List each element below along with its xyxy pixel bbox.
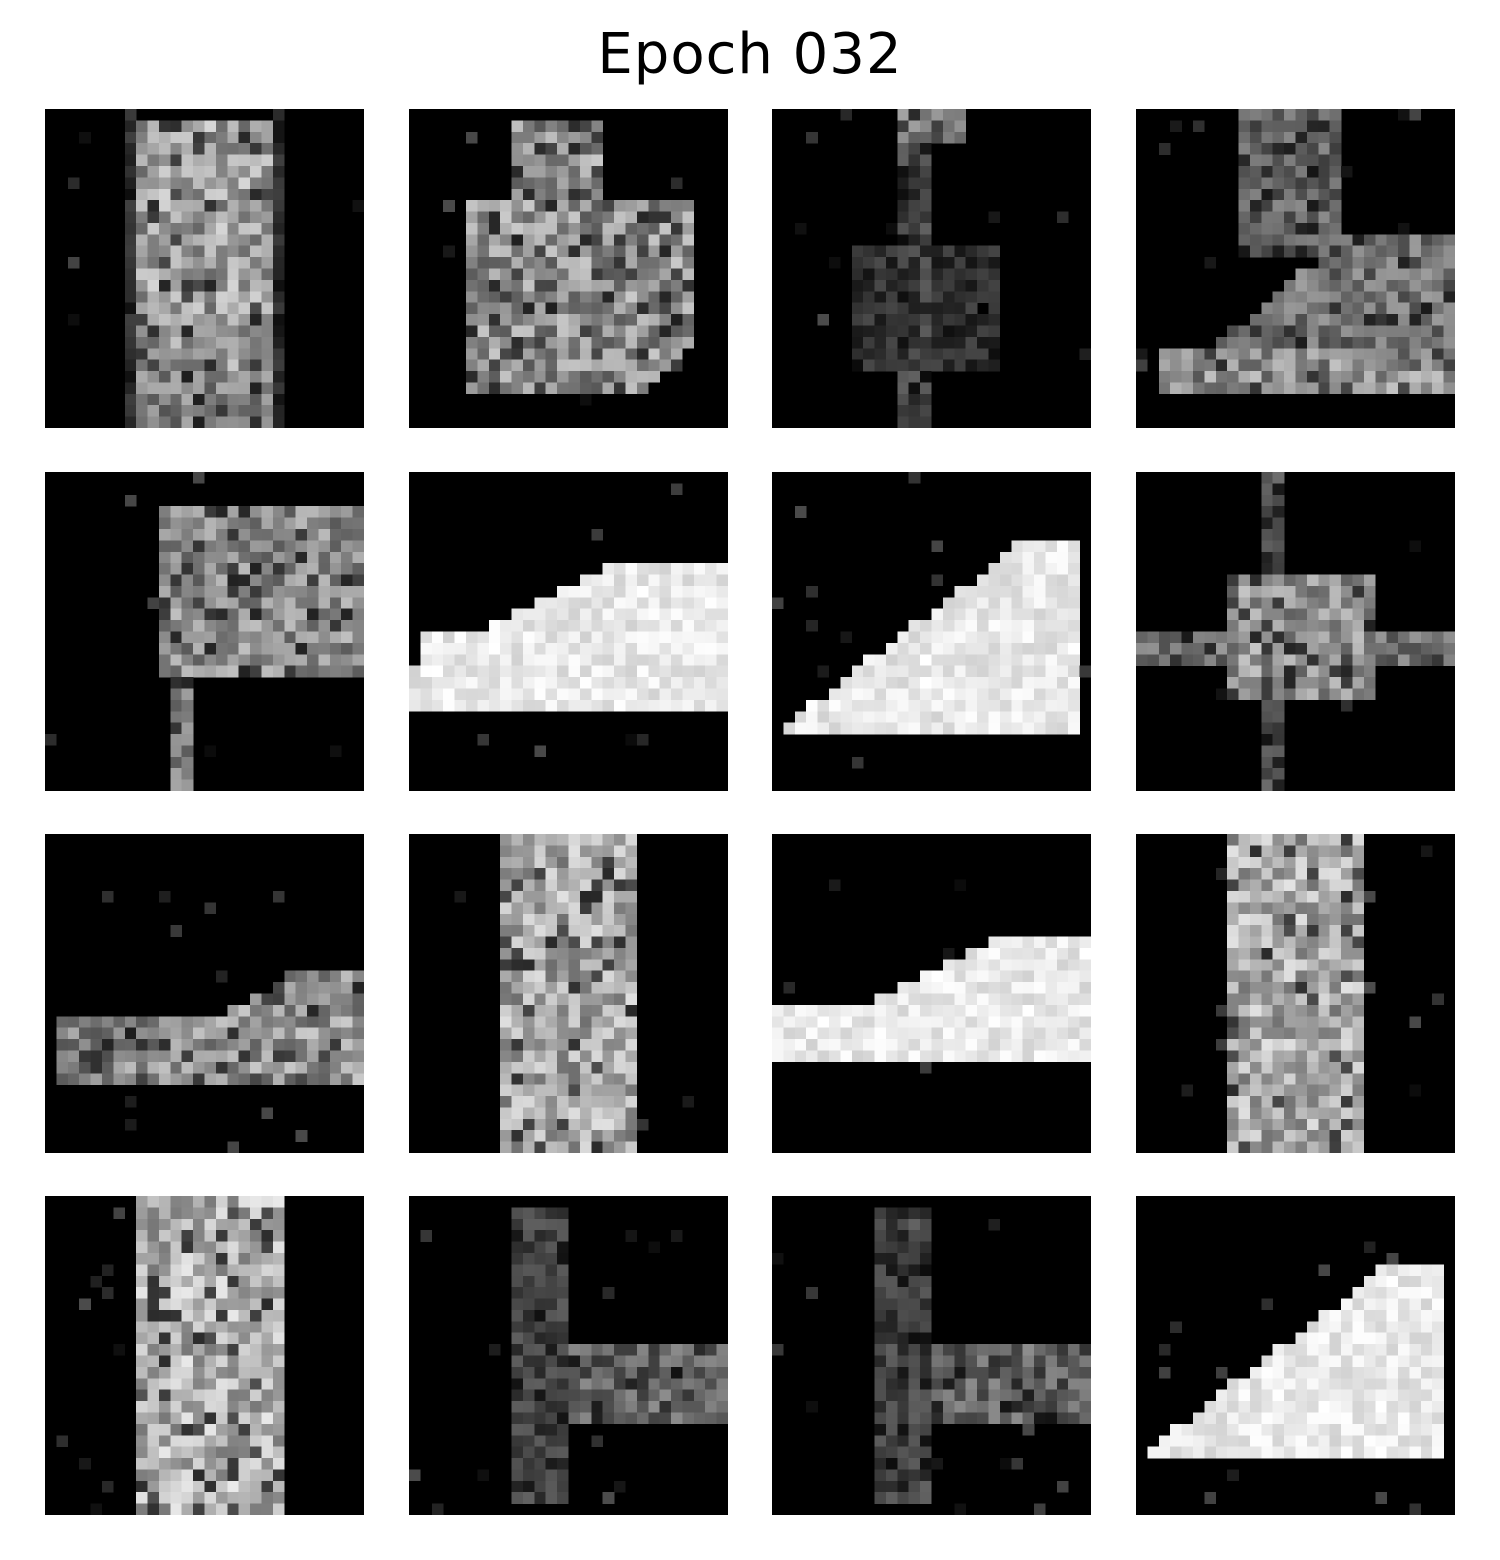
sample-pixels <box>772 834 1091 1153</box>
sample-image <box>409 1196 728 1515</box>
sample-pixels <box>409 1196 728 1515</box>
figure-title: Epoch 032 <box>597 22 903 87</box>
sample-pixels <box>1136 1196 1455 1515</box>
sample-image <box>1136 1196 1455 1515</box>
sample-pixels <box>45 109 364 428</box>
sample-image <box>45 834 364 1153</box>
sample-image <box>45 109 364 428</box>
sample-image <box>1136 834 1455 1153</box>
sample-image <box>409 109 728 428</box>
sample-pixels <box>45 472 364 791</box>
sample-image <box>409 472 728 791</box>
sample-image <box>772 109 1091 428</box>
sample-pixels <box>409 472 728 791</box>
sample-image <box>45 1196 364 1515</box>
sample-image <box>1136 109 1455 428</box>
sample-image <box>45 472 364 791</box>
sample-pixels <box>45 834 364 1153</box>
sample-pixels <box>772 109 1091 428</box>
sample-pixels <box>409 109 728 428</box>
sample-pixels <box>772 472 1091 791</box>
sample-pixels <box>1136 472 1455 791</box>
sample-pixels <box>1136 109 1455 428</box>
sample-pixels <box>1136 834 1455 1153</box>
sample-pixels <box>45 1196 364 1515</box>
sample-image <box>772 472 1091 791</box>
sample-image <box>772 1196 1091 1515</box>
sample-image <box>1136 472 1455 791</box>
sample-image <box>772 834 1091 1153</box>
sample-pixels <box>409 834 728 1153</box>
sample-image <box>409 834 728 1153</box>
sample-pixels <box>772 1196 1091 1515</box>
